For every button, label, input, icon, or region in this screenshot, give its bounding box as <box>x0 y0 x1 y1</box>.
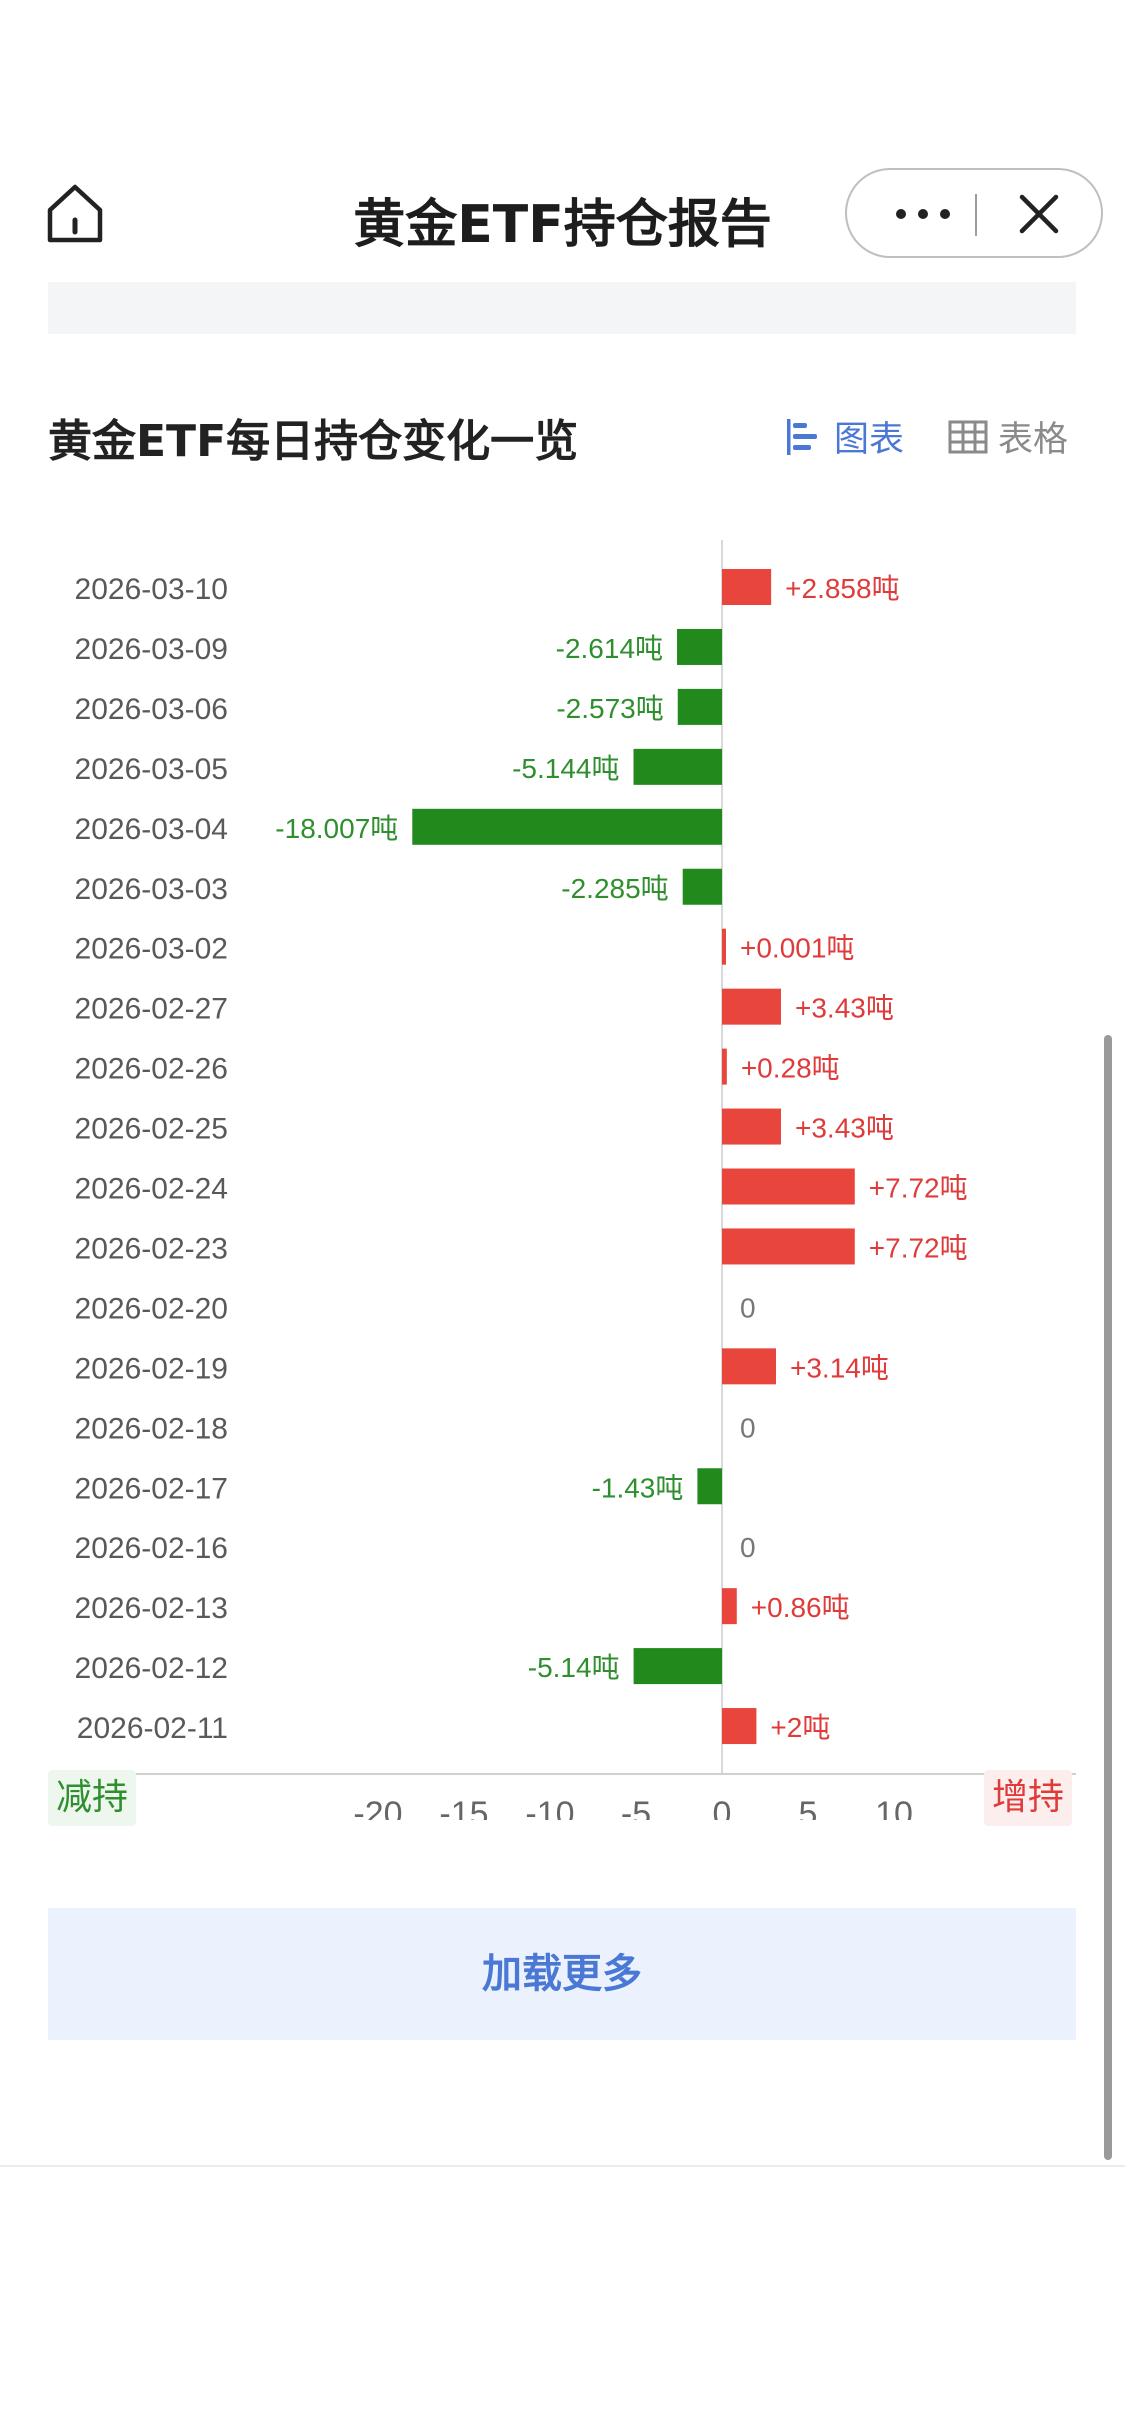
mini-program-capsule <box>845 168 1103 258</box>
data-label: -2.573吨 <box>556 693 663 724</box>
scrollbar[interactable] <box>1104 1035 1112 2160</box>
data-label: +7.72吨 <box>869 1173 968 1204</box>
decrease-legend-tag: 减持 <box>48 1770 137 1826</box>
data-bar <box>722 1228 855 1265</box>
load-more-button[interactable]: 加载更多 <box>48 1908 1076 2040</box>
category-label: 2026-02-18 <box>75 1412 228 1445</box>
data-bar <box>412 808 722 845</box>
x-tick-label: -15 <box>439 1795 488 1820</box>
data-bar <box>722 1588 737 1625</box>
data-label: -2.614吨 <box>556 633 663 664</box>
data-label: -5.144吨 <box>512 753 619 784</box>
x-tick-label: 10 <box>875 1795 913 1820</box>
category-label: 2026-03-02 <box>75 933 228 966</box>
holdings-bar-chart: 2026-03-10 +2.858吨 2026-03-09 -2.614吨 2026-0… <box>48 540 1076 1820</box>
category-label: 2026-03-10 <box>75 573 228 606</box>
category-label: 2026-02-25 <box>75 1113 228 1146</box>
more-icon[interactable] <box>885 192 965 236</box>
previous-section-edge <box>48 282 1076 334</box>
view-table-tab[interactable]: 表格 <box>948 411 1068 462</box>
category-label: 2026-02-27 <box>75 993 228 1026</box>
data-bar <box>697 1468 722 1505</box>
category-label: 2026-02-26 <box>75 1053 228 1086</box>
data-label: +3.14吨 <box>790 1352 889 1383</box>
data-bar <box>682 868 722 905</box>
category-label: 2026-02-20 <box>75 1292 228 1325</box>
x-tick-label: 0 <box>713 1795 732 1820</box>
data-bar <box>722 988 781 1025</box>
category-label: 2026-02-19 <box>75 1352 228 1385</box>
data-bar <box>722 1708 757 1745</box>
data-label: -18.007吨 <box>275 813 398 844</box>
category-label: 2026-03-05 <box>75 753 228 786</box>
view-chart-label: 图表 <box>834 420 905 460</box>
category-label: 2026-02-11 <box>77 1712 228 1745</box>
category-label: 2026-03-04 <box>75 813 228 846</box>
chart-header: 黄金ETF每日持仓变化一览 图表 表格 <box>48 405 1078 475</box>
chart-title: 黄金ETF每日持仓变化一览 <box>48 416 579 467</box>
data-label: -5.14吨 <box>528 1652 620 1683</box>
data-bar <box>722 1168 855 1205</box>
bottom-divider <box>0 2165 1125 2167</box>
data-label: 0 <box>740 1292 756 1323</box>
data-bar <box>677 628 722 665</box>
data-bar <box>633 748 722 785</box>
data-label: 0 <box>740 1532 756 1563</box>
x-tick-label: 5 <box>799 1795 818 1820</box>
category-label: 2026-03-06 <box>75 693 228 726</box>
category-label: 2026-02-23 <box>75 1232 228 1265</box>
x-tick-label: -10 <box>525 1795 574 1820</box>
bar-chart-icon <box>787 418 817 455</box>
page-title: 黄金ETF持仓报告 <box>353 195 772 255</box>
data-label: +7.72吨 <box>869 1232 968 1263</box>
category-label: 2026-02-16 <box>75 1532 228 1565</box>
capsule-divider <box>975 194 977 236</box>
data-label: +2吨 <box>770 1712 830 1743</box>
data-bar <box>722 1348 777 1385</box>
x-tick-label: -5 <box>621 1795 651 1820</box>
view-chart-tab[interactable]: 图表 <box>784 411 904 462</box>
category-label: 2026-03-03 <box>75 873 228 906</box>
category-label: 2026-02-24 <box>75 1173 228 1206</box>
home-icon[interactable] <box>42 180 108 246</box>
view-table-label: 表格 <box>998 420 1069 460</box>
data-label: 0 <box>740 1412 756 1443</box>
data-label: +0.001吨 <box>740 933 854 964</box>
category-label: 2026-02-12 <box>75 1652 228 1685</box>
category-label: 2026-02-13 <box>75 1592 228 1625</box>
data-bar <box>722 928 726 965</box>
data-label: +0.28吨 <box>741 1053 840 1084</box>
category-label: 2026-03-09 <box>75 633 228 666</box>
data-label: -1.43吨 <box>592 1472 684 1503</box>
data-bar <box>677 688 722 725</box>
data-label: -2.285吨 <box>561 873 668 904</box>
category-label: 2026-02-17 <box>75 1472 228 1505</box>
increase-legend-tag: 增持 <box>984 1770 1073 1826</box>
data-bar <box>633 1648 722 1685</box>
close-icon[interactable] <box>1017 192 1061 236</box>
table-grid-icon <box>948 420 988 453</box>
data-label: +0.86吨 <box>751 1592 850 1623</box>
nav-bar: 黄金ETF持仓报告 <box>0 160 1125 280</box>
data-label: +2.858吨 <box>785 573 899 604</box>
data-bar <box>722 1048 727 1085</box>
data-bar <box>722 1108 781 1145</box>
data-bar <box>722 569 772 605</box>
data-label: +3.43吨 <box>795 993 894 1024</box>
x-tick-label: -20 <box>353 1795 402 1820</box>
data-label: +3.43吨 <box>795 1113 894 1144</box>
